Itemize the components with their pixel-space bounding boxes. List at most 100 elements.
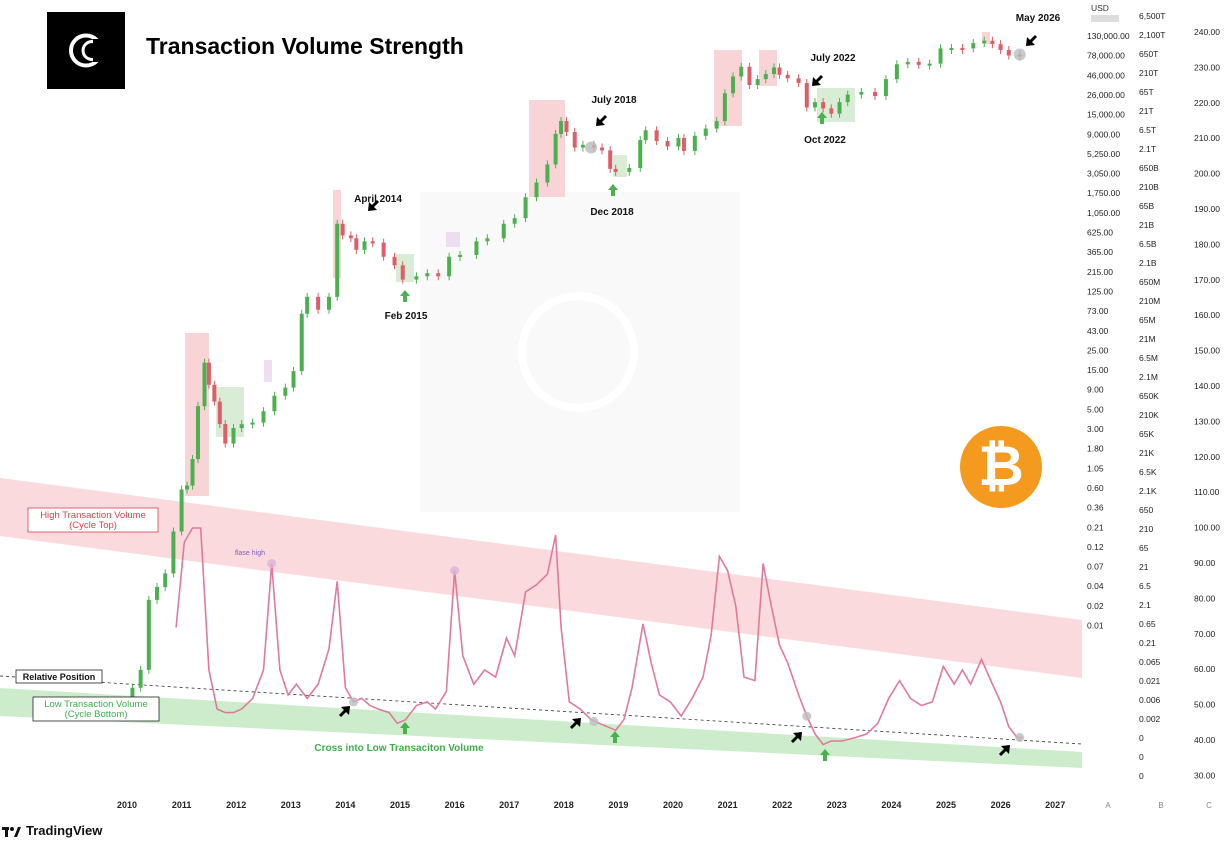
axis-b-tick: 2.1M: [1139, 372, 1158, 382]
price-candle: [714, 121, 719, 129]
price-candle: [250, 422, 255, 425]
price-candle: [627, 167, 632, 172]
price-axis-tick: 0.36: [1087, 503, 1104, 513]
price-axis-tick: 9.00: [1087, 385, 1104, 395]
black-arrow-icon: [1026, 34, 1038, 46]
axis-footer-label: A: [1105, 801, 1111, 810]
arrow-shaft: [613, 737, 617, 743]
x-tick-label: 2016: [445, 800, 465, 810]
black-arrow-icon: [596, 114, 608, 126]
arrow-head: [1026, 37, 1035, 46]
axis-b-tick: 65B: [1139, 201, 1154, 211]
arrow-head: [820, 749, 830, 755]
annotation-label: July 2022: [810, 53, 855, 64]
price-candle: [316, 296, 321, 310]
black-arrow-icon: [790, 732, 802, 744]
axis-b-tick: 650T: [1139, 49, 1158, 59]
watermark-logo-icon: [518, 292, 638, 412]
green-arrow-icon: [608, 184, 618, 196]
price-candle: [859, 91, 864, 95]
arrow-shaft: [820, 118, 824, 124]
cryptoquant-c-logo-icon: [69, 33, 103, 68]
price-candle: [392, 256, 397, 266]
arrow-head: [341, 706, 350, 715]
axis-c-tick: 220.00: [1194, 98, 1220, 108]
axis-b-tick: 2.1: [1139, 600, 1151, 610]
price-axis-tick: 0.60: [1087, 483, 1104, 493]
price-candle: [873, 91, 878, 96]
axis-b-tick: 0.65: [1139, 619, 1156, 629]
price-candle: [998, 44, 1003, 51]
relative-position-label-box: [15, 669, 103, 684]
axis-b-tick: 6.5T: [1139, 125, 1156, 135]
axis-b-tick: 2,100T: [1139, 30, 1165, 40]
price-candle: [1006, 50, 1011, 56]
price-axis-tick: 0.02: [1087, 601, 1104, 611]
price-candle: [692, 135, 697, 151]
price-candle: [559, 121, 564, 134]
axis-b-tick: 65M: [1139, 315, 1156, 325]
arrow-shaft: [403, 728, 407, 734]
price-candle: [812, 102, 817, 108]
arrow-head: [608, 184, 618, 190]
price-candle: [703, 128, 708, 136]
price-candle: [916, 61, 921, 65]
axis-b-tick: 21K: [1139, 448, 1154, 458]
price-candle: [676, 137, 681, 147]
price-candle: [447, 256, 452, 277]
price-candle: [949, 47, 954, 50]
relative-position-line: [0, 675, 1083, 745]
axis-c-tick: 180.00: [1194, 239, 1220, 249]
green-arrow-icon: [400, 722, 410, 734]
price-candle: [283, 387, 288, 396]
price-axis-tick: 5.00: [1087, 404, 1104, 414]
annotation-label: April 2014: [354, 194, 402, 205]
price-candle: [381, 242, 386, 257]
x-tick-label: 2011: [172, 800, 192, 810]
price-axis-tick: 5,250.00: [1087, 149, 1120, 159]
axis-c-tick: 100.00: [1194, 523, 1220, 533]
price-candle: [772, 67, 777, 75]
price-candle: [785, 74, 790, 79]
price-candle: [179, 489, 184, 532]
price-candle: [185, 485, 190, 490]
price-candle: [425, 273, 430, 277]
price-axis-tick: 0.04: [1087, 581, 1104, 591]
price-axis-tick: 125.00: [1087, 286, 1113, 296]
price-candle: [414, 276, 419, 280]
price-candle: [523, 197, 528, 219]
high-volume-sublabel: (Cycle Top): [69, 520, 117, 531]
price-axis-tick: 1,750.00: [1087, 188, 1120, 198]
high-volume-label-box: [27, 507, 159, 533]
arrow-shaft: [611, 190, 615, 196]
high-volume-band: [0, 478, 1082, 678]
axis-b-tick: 6.5B: [1139, 239, 1157, 249]
arrow-head: [1001, 745, 1010, 754]
price-axis-tick: 1,050.00: [1087, 208, 1120, 218]
x-tick-label: 2027: [1045, 800, 1065, 810]
black-arrow-icon: [338, 706, 350, 718]
axis-b-tick: 21: [1139, 562, 1149, 572]
cycle-highlight-box: [759, 50, 777, 86]
x-tick-label: 2019: [608, 800, 628, 810]
axis-b-tick: 210B: [1139, 182, 1159, 192]
price-candle: [613, 168, 618, 172]
x-tick-label: 2020: [663, 800, 683, 810]
price-candle: [804, 82, 809, 108]
price-candle: [291, 371, 296, 388]
axis-b-tick: 6.5K: [1139, 467, 1157, 477]
price-axis-tick: 365.00: [1087, 247, 1113, 257]
price-candle: [763, 74, 768, 80]
price-axis-tick: 1.05: [1087, 463, 1104, 473]
price-candle: [564, 121, 569, 133]
green-arrow-icon: [400, 290, 410, 302]
price-marker: [585, 141, 598, 154]
axis-c-tick: 90.00: [1194, 558, 1216, 568]
price-candle: [990, 40, 995, 45]
price-candle: [190, 459, 195, 486]
price-candle: [206, 362, 211, 385]
relative-position-label: Relative Position: [23, 672, 96, 682]
price-candle: [638, 140, 643, 168]
price-candle: [747, 66, 752, 86]
logo: [47, 12, 125, 89]
